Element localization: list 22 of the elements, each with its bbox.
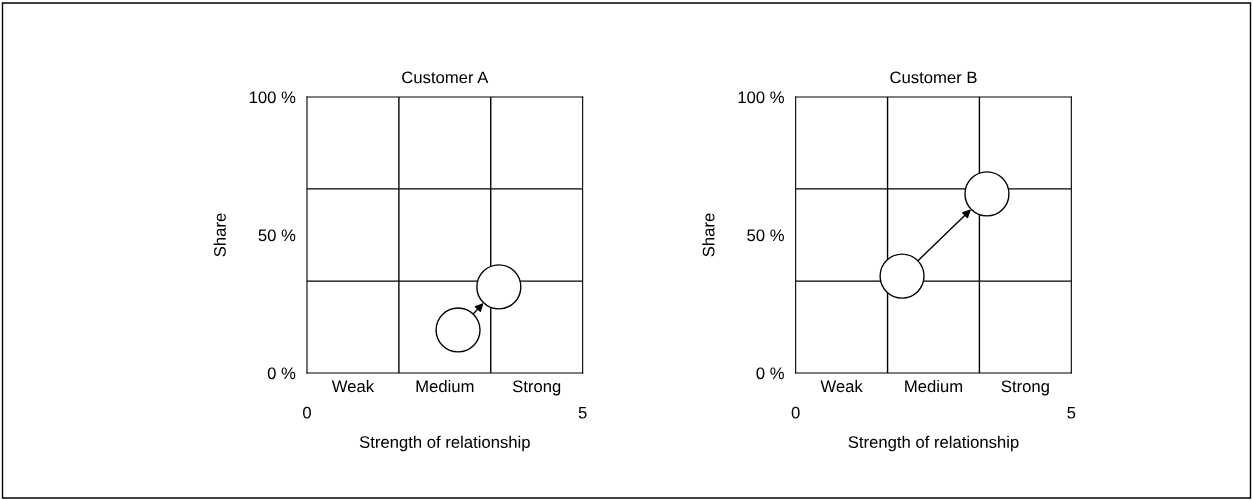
y-axis-title: Share xyxy=(213,213,226,257)
text: Strong xyxy=(1001,380,1049,396)
text: Strong xyxy=(512,380,561,396)
y-tick-label: 50 % xyxy=(747,229,784,242)
y-tick-label: 0 % xyxy=(267,367,296,380)
chart-title: Customer A xyxy=(402,71,489,84)
x-axis-title: Strength of relationship xyxy=(848,435,1019,452)
x-tick-label: 5 xyxy=(578,406,587,419)
y-tick-label: 100 % xyxy=(738,91,784,104)
text: Weak xyxy=(331,379,375,393)
y-tick-label: 100 % xyxy=(249,91,296,104)
y-axis-title: Share xyxy=(702,213,715,257)
chart-title: Customer B xyxy=(890,71,977,84)
y-tick-label: 50 % xyxy=(258,229,296,242)
y-tick-label: 0 % xyxy=(756,367,784,380)
text: Weak xyxy=(820,379,863,393)
x-tick-label: 0 xyxy=(303,406,311,419)
x-tick-label: 0 xyxy=(791,406,800,419)
x-tick-label: 5 xyxy=(1067,406,1076,419)
text: Medium xyxy=(905,379,963,393)
text: Medium xyxy=(416,379,474,393)
x-axis-title: Strength of relationship xyxy=(359,435,530,452)
